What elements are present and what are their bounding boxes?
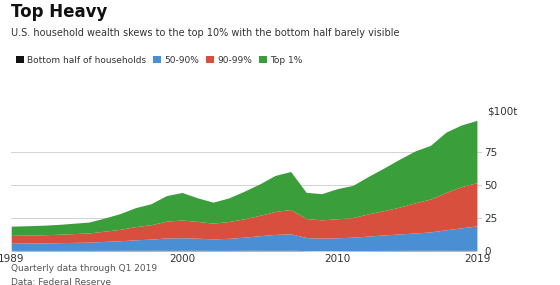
Text: U.S. household wealth skews to the top 10% with the bottom half barely visible: U.S. household wealth skews to the top 1…	[11, 28, 400, 38]
Text: Top Heavy: Top Heavy	[11, 3, 108, 21]
Text: Quarterly data through Q1 2019: Quarterly data through Q1 2019	[11, 264, 157, 273]
Text: Data: Federal Reserve: Data: Federal Reserve	[11, 278, 111, 285]
Legend: Bottom half of households, 50-90%, 90-99%, Top 1%: Bottom half of households, 50-90%, 90-99…	[16, 56, 303, 65]
Text: $100t: $100t	[487, 107, 517, 117]
